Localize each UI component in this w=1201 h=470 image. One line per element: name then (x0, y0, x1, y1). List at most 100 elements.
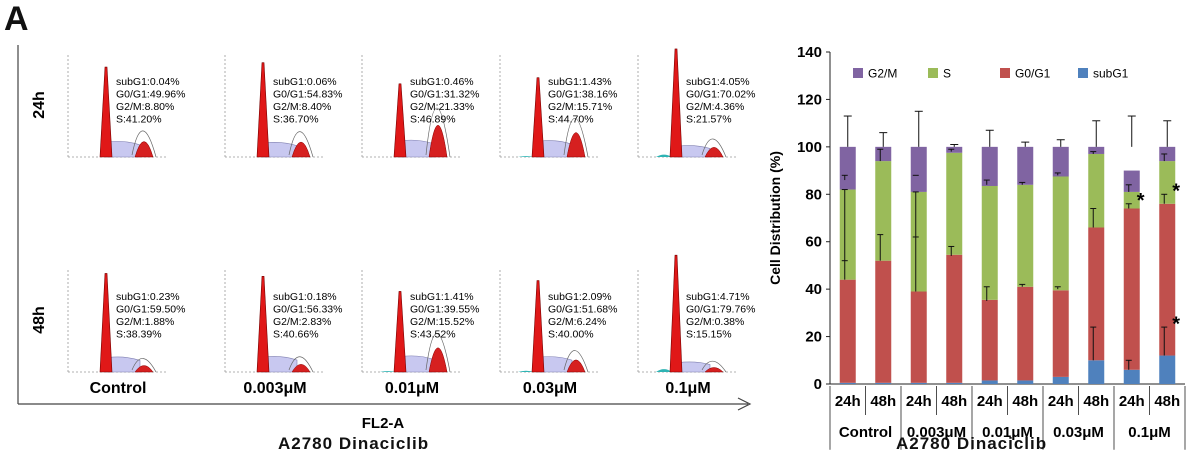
histogram-g2m-peak (428, 347, 448, 373)
left-caption: A2780 Dinaciclib (278, 434, 430, 453)
significance-marker: * (1137, 190, 1145, 212)
histogram-subg1 (656, 154, 672, 157)
bar-segment (981, 299, 998, 381)
bar-segment (1017, 146, 1034, 185)
histogram-g1-peak (99, 66, 113, 158)
histogram-panel: subG1:0.18%G0/G1:56.33%G2/M:2.83%S:40.66… (224, 270, 342, 373)
panel-stat: S:21.57% (686, 114, 732, 126)
panel-stat: S:46.89% (410, 114, 456, 126)
bar-segment (1052, 290, 1069, 377)
bar-chart-panel: 0 20 40 60 80 100 120 140 Cell Distribution (%) G… (760, 0, 1201, 465)
panel-stat: G2/M:2.83% (273, 316, 331, 328)
histogram-g2m-peak (134, 141, 154, 158)
histogram-g1-peak (99, 273, 113, 373)
bar-segment (839, 279, 856, 383)
bar-segment (1159, 355, 1176, 384)
panel-stat: subG1:1.41% (410, 291, 474, 303)
histogram-fit-curve (701, 138, 727, 158)
panel-stat: G0/G1:70.02% (686, 89, 755, 101)
panel-stat: G0/G1:56.33% (273, 304, 342, 316)
column-label: 0.1μM (665, 380, 710, 397)
group-label: 0.01μM (982, 424, 1033, 441)
legend-swatch (1078, 68, 1088, 78)
bar-segment (1088, 360, 1105, 384)
group-label: 0.003μM (907, 424, 966, 441)
column-label: 0.03μM (523, 380, 577, 397)
x-tick-label: 48h (1083, 393, 1109, 410)
histogram-g1-peak (256, 62, 270, 158)
panel-stat: G2/M:4.36% (686, 101, 744, 113)
panel-stat: G2/M:8.80% (116, 101, 174, 113)
y-tick-label: 20 (805, 329, 822, 346)
bar-segment (1017, 286, 1034, 381)
bar-segment (981, 185, 998, 300)
bar-segment (839, 189, 856, 280)
panel-stat: subG1:1.43% (548, 76, 612, 88)
panel-stat: S:44.70% (548, 114, 594, 126)
bar-segment (946, 382, 963, 384)
legend-swatch (928, 68, 938, 78)
histogram-fit-curve (425, 333, 451, 373)
y-tick-label: 0 (814, 376, 822, 393)
bar-segment (946, 152, 963, 255)
bar-segment (1088, 146, 1105, 154)
histogram-panel: subG1:4.71%G0/G1:79.76%G2/M:0.38%S:15.15… (637, 254, 755, 373)
bar-segment (875, 146, 892, 162)
x-tick-label: 48h (1012, 393, 1038, 410)
column-label: Control (90, 380, 147, 397)
histogram-g1-peak (393, 83, 407, 158)
histogram-g2m-peak (291, 364, 311, 373)
histogram-panel: subG1:1.43%G0/G1:38.16%G2/M:15.71%S:44.7… (499, 55, 617, 158)
panel-stat: S:40.00% (548, 329, 594, 341)
panel-stat: subG1:4.71% (686, 291, 750, 303)
column-label: 0.003μM (243, 380, 306, 397)
x-tick-label: 24h (1048, 393, 1074, 410)
histogram-g2m-peak (428, 125, 448, 158)
histogram-fit-curve (563, 350, 589, 373)
histogram-g2m-peak (566, 132, 586, 158)
x-tick-label: 48h (1154, 393, 1180, 410)
bar-segment (1088, 227, 1105, 361)
panel-stat: G0/G1:54.83% (273, 89, 342, 101)
x-tick-label: 24h (906, 393, 932, 410)
panel-stat: G0/G1:49.96% (116, 89, 185, 101)
panel-stat: subG1:2.09% (548, 291, 612, 303)
bar-segment (839, 146, 856, 190)
x-tick-label: 48h (870, 393, 896, 410)
panel-stat: subG1:0.23% (116, 291, 180, 303)
bar-segment (1052, 376, 1069, 384)
panel-stat: S:40.66% (273, 329, 319, 341)
panel-stat: G2/M:8.40% (273, 101, 331, 113)
histogram-g1-peak (256, 276, 270, 373)
panel-stat: G2/M:21.33% (410, 101, 474, 113)
bar-segment (1123, 170, 1140, 192)
bar-segment (981, 380, 998, 384)
histogram-panel: subG1:2.09%G0/G1:51.68%G2/M:6.24%S:40.00… (499, 270, 617, 373)
histogram-panel: subG1:0.04%G0/G1:49.96%G2/M:8.80%S:41.20… (67, 55, 185, 158)
panel-stat: S:43.52% (410, 329, 456, 341)
histogram-fit-curve (701, 360, 727, 373)
histogram-g2m-peak (704, 147, 724, 158)
panel-stat: S:41.20% (116, 114, 162, 126)
group-label: Control (839, 424, 892, 441)
group-label: 0.1μM (1128, 424, 1171, 441)
flow-cytometry-panel: A FL2-A 24h 48h Control 0.003μM 0.01μM 0.03μM 0… (4, 0, 755, 453)
bar-segment (875, 260, 892, 383)
row-label: 24h (31, 91, 48, 119)
x-tick-label: 24h (835, 393, 861, 410)
panel-stat: subG1:0.04% (116, 76, 180, 88)
panel-stat: G0/G1:79.76% (686, 304, 755, 316)
stacked-bar-chart: 0 20 40 60 80 100 120 140 Cell Distribution (%) G… (767, 44, 1186, 450)
histogram-subg1 (518, 370, 534, 372)
bar-segment (946, 254, 963, 383)
x-axis-arrow (737, 397, 752, 411)
bar-segment (981, 146, 998, 186)
histogram-grid: FL2-A 24h 48h Control 0.003μM 0.01μM 0.03μM 0.1… (17, 45, 755, 432)
histogram-panel: subG1:1.41%G0/G1:39.55%G2/M:15.52%S:43.5… (361, 270, 479, 373)
bar-segment (910, 291, 927, 383)
bar-segment (1052, 176, 1069, 291)
group-label: 0.03μM (1053, 424, 1104, 441)
panel-stat: G2/M:15.52% (410, 316, 474, 328)
bar-segment (839, 382, 856, 384)
x-axis-label: FL2-A (362, 415, 405, 432)
